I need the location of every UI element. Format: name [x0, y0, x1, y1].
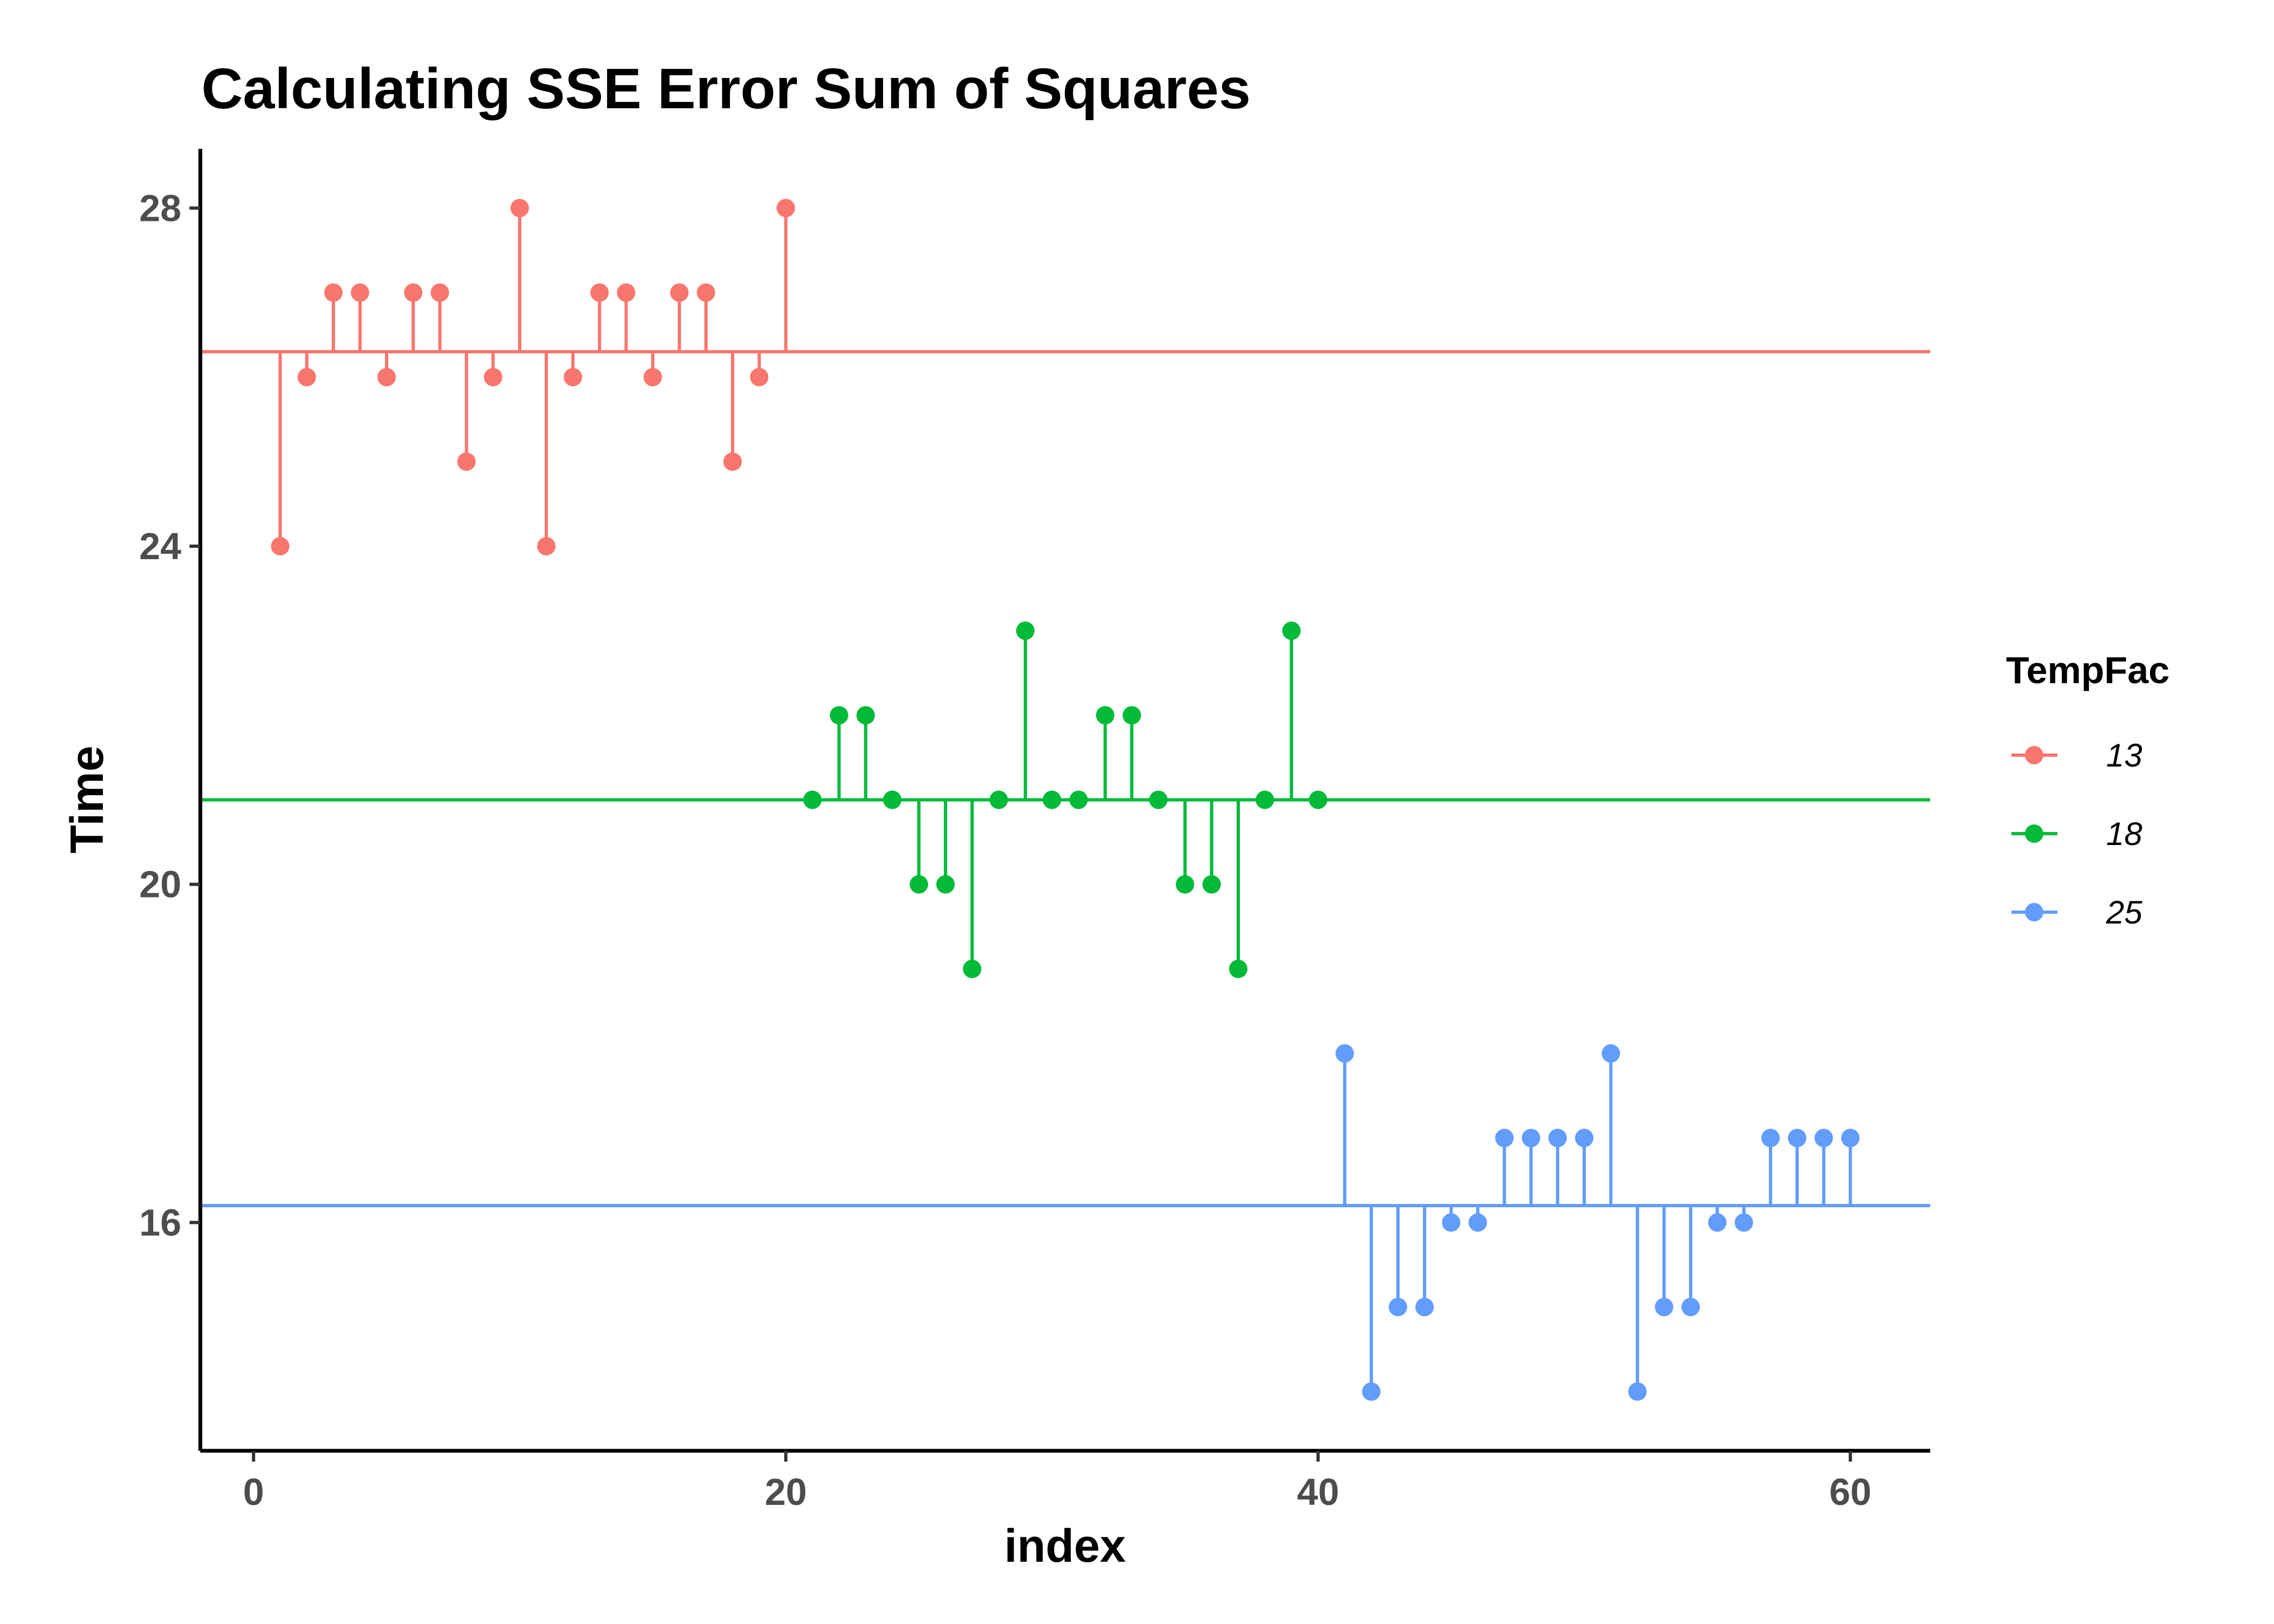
y-tick-label: 16 — [139, 1201, 181, 1243]
data-point — [1388, 1298, 1407, 1317]
y-tick-label: 24 — [139, 525, 181, 567]
series-18 — [200, 621, 1930, 978]
x-tick-label: 0 — [243, 1471, 264, 1513]
series-13 — [200, 199, 1930, 555]
data-point — [350, 283, 369, 302]
data-point — [1149, 790, 1168, 809]
data-point — [510, 199, 529, 218]
data-point — [537, 536, 556, 555]
data-point — [1761, 1129, 1780, 1148]
data-point — [1229, 959, 1247, 978]
data-point — [430, 283, 449, 302]
legend-label: 13 — [2106, 737, 2142, 774]
legend-label: 18 — [2106, 816, 2142, 852]
data-point — [324, 283, 343, 302]
x-axis-ticks: 0 20 40 60 — [243, 1451, 1872, 1513]
data-point — [1708, 1213, 1727, 1232]
data-point — [1602, 1044, 1620, 1063]
data-point — [989, 790, 1008, 809]
data-point — [936, 875, 955, 894]
data-point — [271, 536, 290, 555]
data-point — [590, 283, 609, 302]
chart-title: Calculating SSE Error Sum of Squares — [201, 57, 1251, 121]
data-point — [1069, 790, 1088, 809]
data-point — [564, 368, 583, 387]
data-point — [1468, 1213, 1487, 1232]
data-point — [750, 368, 769, 387]
data-point — [1814, 1129, 1833, 1148]
data-point — [1788, 1129, 1807, 1148]
data-point — [910, 875, 929, 894]
y-axis-ticks: 16 20 24 28 — [139, 187, 200, 1243]
legend-key-point — [2025, 746, 2043, 764]
data-point — [696, 283, 715, 302]
data-point — [1495, 1129, 1514, 1148]
y-tick-label: 20 — [139, 863, 181, 906]
data-point — [1575, 1129, 1593, 1148]
data-point — [1202, 875, 1221, 894]
y-tick-label: 28 — [139, 187, 181, 229]
legend-item-18: 18 — [2011, 816, 2142, 852]
data-point — [457, 452, 476, 471]
data-point — [1415, 1298, 1434, 1317]
x-tick-label: 60 — [1829, 1471, 1872, 1513]
data-point — [1655, 1298, 1674, 1317]
data-point — [1841, 1129, 1860, 1148]
data-point — [856, 706, 875, 725]
data-point — [1096, 706, 1115, 725]
legend-label: 25 — [2106, 894, 2142, 931]
data-point — [723, 452, 742, 471]
data-point — [1335, 1044, 1354, 1063]
y-axis-title: Time — [61, 745, 113, 853]
data-point — [1628, 1382, 1647, 1401]
data-point — [404, 283, 423, 302]
data-point — [1362, 1382, 1381, 1401]
legend-title: TempFac — [2006, 649, 2170, 691]
data-point — [1282, 621, 1301, 640]
data-point — [776, 199, 795, 218]
data-point — [1042, 790, 1061, 809]
series-25 — [200, 1044, 1930, 1401]
data-point — [883, 790, 901, 809]
data-point — [297, 368, 316, 387]
data-point — [963, 959, 982, 978]
legend: TempFac 13 18 25 — [2006, 649, 2170, 931]
legend-key-point — [2025, 903, 2043, 921]
x-axis-title: index — [1004, 1520, 1126, 1572]
data-point — [829, 706, 848, 725]
data-point — [1175, 875, 1194, 894]
x-tick-label: 20 — [764, 1471, 807, 1513]
data-point — [1256, 790, 1275, 809]
x-tick-label: 40 — [1297, 1471, 1339, 1513]
legend-item-25: 25 — [2011, 894, 2142, 931]
data-point — [1548, 1129, 1567, 1148]
data-point — [1442, 1213, 1461, 1232]
data-point — [617, 283, 636, 302]
plot-area — [200, 199, 1930, 1401]
data-point — [1016, 621, 1035, 640]
data-point — [670, 283, 689, 302]
data-point — [1122, 706, 1141, 725]
data-point — [483, 368, 502, 387]
legend-key-point — [2025, 824, 2043, 843]
data-point — [1309, 790, 1328, 809]
data-point — [1521, 1129, 1540, 1148]
data-point — [377, 368, 396, 387]
data-point — [1681, 1298, 1700, 1317]
data-point — [643, 368, 662, 387]
data-point — [803, 790, 822, 809]
legend-item-13: 13 — [2011, 737, 2142, 774]
data-point — [1734, 1213, 1753, 1232]
